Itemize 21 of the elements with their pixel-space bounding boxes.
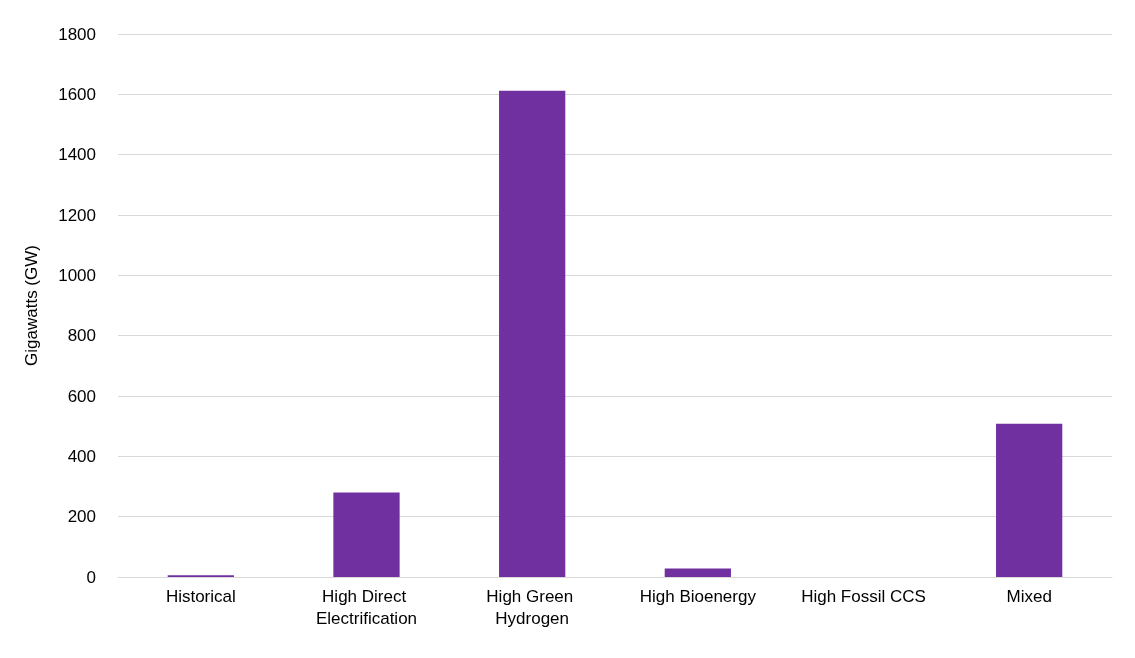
y-tick-label: 1400 <box>58 145 96 165</box>
x-tick-label: High Green Hydrogen <box>486 586 578 628</box>
y-tick-label: 200 <box>67 507 96 527</box>
x-tick-label: High Fossil CCS <box>801 586 926 606</box>
y-tick-label: 1000 <box>58 265 96 285</box>
bar <box>499 90 566 577</box>
x-tick-label: High Bioenergy <box>639 586 757 606</box>
bar <box>333 492 400 577</box>
bar <box>996 423 1063 577</box>
x-tick-label: High Direct Electrification <box>315 586 418 628</box>
y-axis-title: Gigawatts (GW) <box>22 245 41 366</box>
x-tick-label: Mixed <box>1006 586 1052 606</box>
bar <box>664 568 731 577</box>
y-tick-label: 400 <box>67 446 96 466</box>
y-tick-label: 1200 <box>58 205 96 225</box>
y-tick-label: 600 <box>67 386 96 406</box>
y-tick-label: 0 <box>86 567 96 587</box>
y-tick-label: 800 <box>67 326 96 346</box>
y-tick-label: 1800 <box>58 24 96 44</box>
y-tick-label: 1600 <box>58 84 96 104</box>
x-tick-label: Historical <box>165 586 236 606</box>
